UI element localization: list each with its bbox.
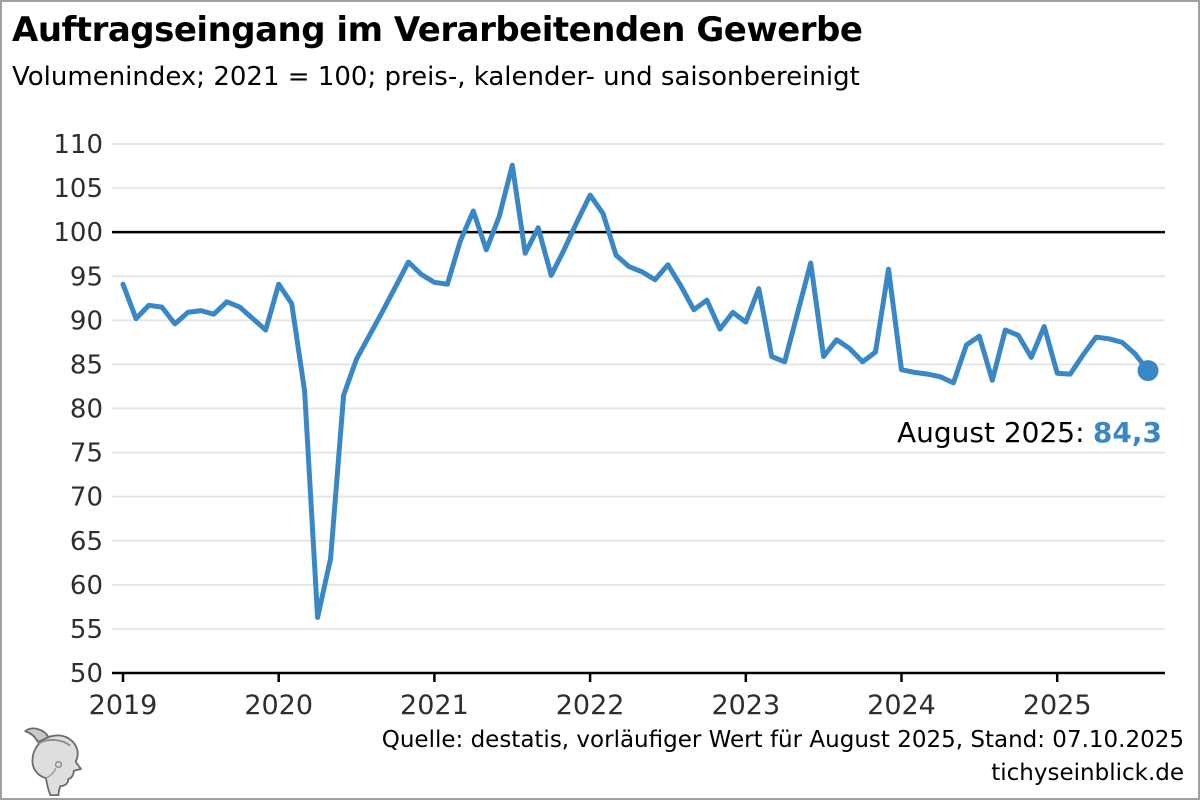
- svg-text:2022: 2022: [556, 690, 625, 721]
- svg-text:55: 55: [70, 615, 103, 645]
- svg-text:2020: 2020: [244, 690, 313, 721]
- svg-text:90: 90: [70, 306, 103, 336]
- svg-text:65: 65: [70, 527, 103, 557]
- svg-text:70: 70: [70, 483, 103, 513]
- page-title: Auftragseingang im Verarbeitenden Gewerb…: [12, 10, 863, 50]
- svg-text:95: 95: [70, 262, 103, 292]
- gridlines: [112, 143, 1165, 630]
- series-line: [120, 162, 1151, 620]
- annotation-label: August 2025:: [896, 416, 1085, 449]
- svg-text:75: 75: [70, 439, 103, 469]
- svg-text:60: 60: [70, 571, 103, 601]
- svg-text:2024: 2024: [867, 690, 936, 721]
- svg-text:2019: 2019: [89, 690, 158, 721]
- svg-text:85: 85: [70, 350, 103, 380]
- svg-text:110: 110: [53, 130, 103, 160]
- svg-text:50: 50: [70, 659, 103, 689]
- source-note: Quelle: destatis, vorläufiger Wert für A…: [381, 727, 1184, 753]
- svg-text:80: 80: [70, 395, 103, 425]
- svg-text:2023: 2023: [711, 690, 780, 721]
- x-tick-labels: 2019 2020 2021 2022 2023 2024 2025: [89, 690, 1092, 721]
- svg-text:105: 105: [53, 174, 103, 204]
- footer: Quelle: destatis, vorläufiger Wert für A…: [382, 724, 1184, 791]
- svg-text:2021: 2021: [400, 690, 469, 721]
- x-axis: [112, 671, 1165, 682]
- site-name: tichyseinblick.de: [991, 760, 1184, 787]
- latest-value-annotation: August 2025: 84,3: [897, 416, 1162, 449]
- hermes-head-logo: [24, 727, 82, 796]
- end-point-marker: [1137, 360, 1159, 382]
- y-tick-labels: 110 105 100 95 90 85 80 75 70 65 60 55 50: [53, 130, 103, 689]
- page-subtitle: Volumenindex; 2021 = 100; preis-, kalend…: [12, 62, 860, 92]
- svg-text:100: 100: [53, 218, 103, 248]
- annotation-value: 84,3: [1092, 416, 1162, 449]
- svg-text:2025: 2025: [1023, 690, 1092, 721]
